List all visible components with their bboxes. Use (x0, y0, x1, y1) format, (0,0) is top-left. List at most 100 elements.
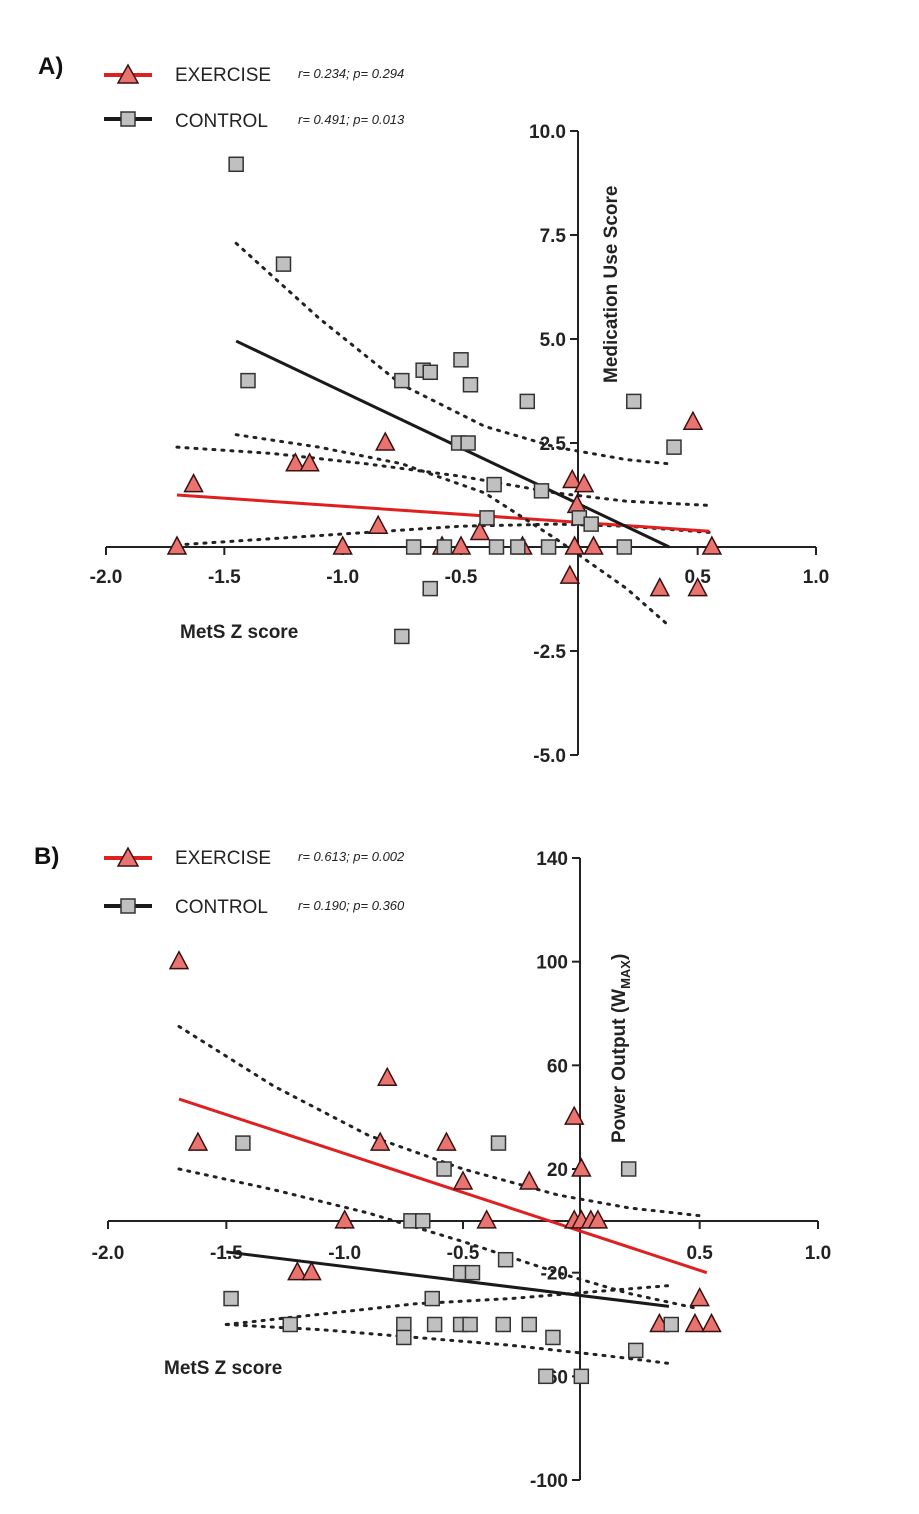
y-tick-label: -100 (530, 1471, 568, 1492)
x-tick-label: -2.0 (92, 1243, 125, 1264)
control-point (426, 1316, 443, 1333)
exercise-fit-line (176, 493, 710, 533)
control-point (228, 156, 244, 173)
exercise-point (301, 1261, 322, 1281)
control-point (488, 539, 505, 555)
exercise-point (561, 468, 583, 489)
exercise-point (469, 520, 491, 541)
x-tick-label: -1.0 (328, 1243, 361, 1264)
exercise-point (701, 535, 723, 555)
control-point (666, 439, 682, 455)
control-point (521, 1316, 538, 1333)
exercise-point (563, 1105, 585, 1125)
control-point (275, 256, 292, 272)
exercise-point (564, 535, 585, 555)
control-point (620, 1161, 637, 1177)
exercise-point (332, 535, 353, 555)
control-point (495, 1316, 511, 1333)
y-tick-label: -20 (541, 1264, 568, 1285)
control-point (235, 1135, 251, 1151)
y-tick-label: -2.5 (533, 642, 566, 663)
control-point (486, 476, 502, 493)
panel-b-marks (168, 950, 722, 1385)
control-point (422, 580, 438, 597)
control-point (540, 539, 557, 555)
control-point (436, 1161, 452, 1177)
y-axis-label-sub: MAX (618, 960, 633, 989)
control-point (394, 372, 410, 389)
panel-b-label: B) (34, 843, 59, 870)
y-tick-label: 140 (536, 849, 568, 870)
exercise-point (571, 1157, 592, 1177)
exercise-point (559, 564, 581, 584)
y-axis-label-close: ) (609, 954, 630, 960)
exercise-point (450, 535, 472, 555)
exercise-point (369, 1131, 391, 1151)
control-point (462, 1316, 478, 1333)
exercise-point (287, 1261, 308, 1281)
x-axis-label: MetS Z score (180, 622, 298, 643)
panel-a-legend: EXERCISE r= 0.234; p= 0.294 CONTROL r= 0… (104, 63, 405, 132)
legend-control-label: CONTROL (175, 111, 268, 132)
exercise-point (377, 1066, 398, 1087)
control-point (545, 1329, 561, 1346)
x-tick-label: -0.5 (447, 1243, 480, 1264)
legend-control-stats: r= 0.491; p= 0.013 (298, 112, 405, 127)
exercise-point (187, 1131, 209, 1151)
x-ticks: -2.0-1.5-1.0-0.50.51.0 (90, 547, 829, 588)
control-point (519, 393, 536, 410)
exercise-point (689, 1286, 710, 1307)
y-tick-label: 20 (547, 1160, 568, 1181)
control-point (223, 1290, 239, 1307)
control-point (396, 1316, 412, 1333)
exercise-ci-band-upper (177, 1167, 702, 1311)
y-tick-label: 10.0 (529, 122, 566, 143)
control-point (510, 539, 526, 555)
exercise-point (587, 1209, 609, 1229)
control-point (628, 1342, 644, 1359)
control-point (405, 539, 422, 555)
control-ci-band-upper (234, 433, 671, 628)
exercise-point (566, 493, 588, 514)
legend-exercise-marker (116, 846, 140, 867)
exercise-point (701, 1312, 722, 1333)
exercise-ci-band-lower (177, 1024, 702, 1218)
panel-a-label: A) (38, 53, 63, 80)
control-point (464, 1264, 481, 1281)
exercise-point (649, 576, 671, 597)
legend-exercise-stats: r= 0.613; p= 0.002 (298, 849, 405, 864)
control-fit-line (226, 1250, 670, 1308)
control-point (422, 364, 438, 381)
panel-a-axes: -2.0-1.5-1.0-0.50.51.0 -5.0-2.52.55.07.5… (90, 122, 830, 767)
exercise-point (452, 1170, 474, 1190)
exercise-point (519, 1170, 540, 1190)
y-axis-label-main: Power Output (W (609, 989, 630, 1143)
y-tick-label: 5.0 (540, 330, 566, 351)
y-axis-label: Medication Use Score (601, 186, 622, 383)
control-point (282, 1316, 298, 1333)
control-point (626, 393, 642, 410)
panel-a-marks (166, 156, 723, 645)
y-tick-label: 100 (536, 953, 568, 974)
control-point (497, 1251, 514, 1268)
legend-exercise-stats: r= 0.234; p= 0.294 (298, 66, 404, 81)
control-point (583, 516, 599, 532)
exercise-point (375, 431, 396, 451)
x-tick-label: -0.5 (445, 567, 478, 588)
control-point (394, 628, 410, 645)
exercise-point (684, 1312, 706, 1333)
legend-exercise-label: EXERCISE (175, 848, 271, 869)
control-point (616, 539, 633, 555)
exercise-point (682, 410, 704, 430)
exercise-point (573, 472, 595, 493)
exercise-point (436, 1131, 457, 1151)
control-point (538, 1368, 554, 1385)
legend-exercise-label: EXERCISE (175, 65, 271, 86)
exercise-point (168, 950, 190, 970)
panel-b: B) EXERCISE r= 0.613; p= 0.002 CONTROL r… (34, 843, 831, 1492)
exercise-point (285, 452, 306, 472)
control-point (460, 435, 476, 451)
